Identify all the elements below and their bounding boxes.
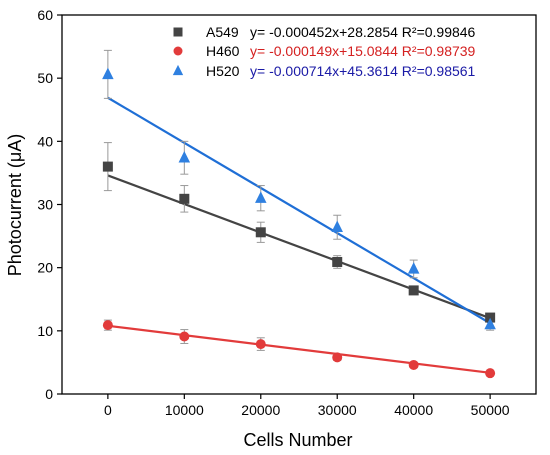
x-tick-label: 0 <box>104 402 112 418</box>
a549-legend-label: A549 <box>206 24 239 40</box>
y-axis-title: Photocurrent (μA) <box>5 134 25 276</box>
fit-lines <box>107 96 491 374</box>
y-tick-label: 60 <box>37 7 53 23</box>
x-tick-label: 30000 <box>318 402 357 418</box>
x-tick-label: 10000 <box>165 402 204 418</box>
a549-point <box>179 193 190 204</box>
h520-legend-marker <box>172 64 184 76</box>
legend: A549 y= -0.000452x+28.2854 R²=0.99846 H460… <box>172 24 476 79</box>
a549-point <box>408 285 419 296</box>
y-tick-label: 50 <box>37 70 53 86</box>
a549-legend-equation: y= -0.000452x+28.2854 R²=0.99846 <box>250 24 476 40</box>
h460-point <box>332 352 343 363</box>
axes: 0 10000 20000 30000 40000 50000 0 10 20 30 40 50 60 <box>37 7 537 418</box>
h460-point <box>408 359 419 370</box>
h460-fit-line <box>107 324 491 374</box>
h460-legend-equation: y= -0.000149x+15.0844 R²=0.98739 <box>250 43 476 59</box>
h460-legend-label: H460 <box>206 43 240 59</box>
a549-legend-marker <box>173 27 183 37</box>
y-tick-label: 0 <box>45 386 53 402</box>
a549-fit-line <box>107 174 491 320</box>
h460-point <box>179 331 190 342</box>
x-tick-label: 20000 <box>241 402 280 418</box>
a549-point <box>255 227 266 238</box>
h520-fit-line <box>107 96 491 325</box>
a549-point <box>332 256 343 267</box>
error-bars <box>103 49 495 376</box>
h460-legend-marker <box>173 46 183 56</box>
y-tick-label: 30 <box>37 197 53 213</box>
a549-point <box>485 312 496 323</box>
h460-point <box>102 320 113 331</box>
x-tick-label: 40000 <box>394 402 433 418</box>
a549-point <box>102 161 113 172</box>
h520-point <box>102 67 114 80</box>
h520-legend-equation: y= -0.000714x+45.3614 R²=0.98561 <box>250 63 476 79</box>
h520-point <box>407 262 420 274</box>
h460-point <box>255 339 266 350</box>
data-markers <box>102 67 496 379</box>
x-tick-label: 50000 <box>471 402 510 418</box>
h520-point <box>331 220 343 232</box>
h520-legend-label: H520 <box>206 63 240 79</box>
y-tick-label: 20 <box>37 260 53 276</box>
x-axis-title: Cells Number <box>243 430 352 450</box>
y-tick-label: 40 <box>37 133 53 149</box>
h520-point <box>255 191 267 203</box>
y-tick-label: 10 <box>37 323 53 339</box>
h520-point <box>484 317 496 330</box>
h460-point <box>485 368 496 379</box>
h520-point <box>178 151 191 163</box>
